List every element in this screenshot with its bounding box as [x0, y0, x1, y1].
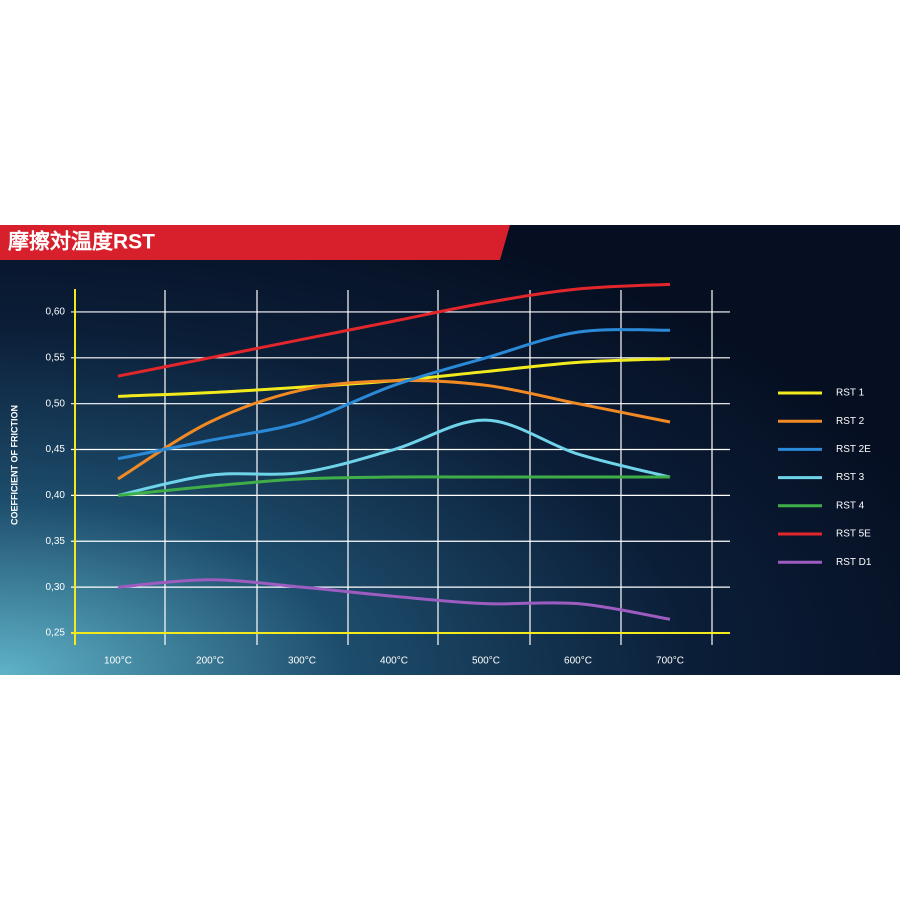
y-tick-label: 0,25 — [46, 628, 66, 639]
legend-label: RST 1 — [836, 388, 865, 399]
x-tick-label: 300°C — [288, 656, 316, 667]
y-tick-label: 0,50 — [46, 398, 66, 409]
x-tick-label: 200°C — [196, 656, 224, 667]
legend-label: RST 2E — [836, 444, 871, 455]
line-series — [117, 475, 670, 497]
legend-label: RST 4 — [836, 500, 865, 511]
y-tick-label: 0,55 — [46, 352, 66, 363]
x-tick-label: 700°C — [656, 656, 684, 667]
legend-label: RST 2 — [836, 416, 865, 427]
x-tick-label: 500°C — [472, 656, 500, 667]
x-tick-label: 600°C — [564, 656, 592, 667]
x-tick-label: 100°C — [104, 656, 132, 667]
y-tick-label: 0,30 — [46, 582, 66, 593]
legend-label: RST 5E — [836, 529, 871, 540]
x-tick-label: 400°C — [380, 656, 408, 667]
y-tick-label: 0,40 — [46, 490, 66, 501]
line-series — [117, 282, 671, 378]
vertical-grid — [164, 290, 713, 645]
y-tick-label: 0,60 — [46, 307, 66, 318]
y-axis-label: COEFFICIENT OF FRICTION — [9, 405, 19, 525]
title-banner — [0, 225, 510, 260]
legend-label: RST 3 — [836, 472, 865, 483]
chart-title: 摩擦対温度RST — [8, 230, 155, 254]
legend-label: RST D1 — [836, 557, 872, 568]
line-series — [117, 379, 671, 481]
y-tick-label: 0,45 — [46, 444, 66, 455]
line-series — [117, 418, 671, 497]
line-series — [117, 328, 671, 461]
line-series — [117, 578, 671, 621]
y-tick-label: 0,35 — [46, 536, 66, 547]
